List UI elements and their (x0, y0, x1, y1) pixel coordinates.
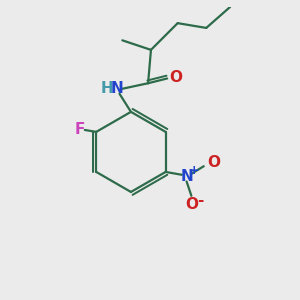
Text: -: - (197, 193, 203, 208)
Text: +: + (189, 164, 200, 178)
Text: O: O (169, 70, 182, 85)
Text: F: F (75, 122, 85, 137)
Text: H: H (101, 82, 113, 97)
Text: N: N (110, 82, 123, 97)
Text: N: N (180, 169, 193, 184)
Text: O: O (185, 197, 198, 212)
Text: O: O (207, 155, 220, 170)
